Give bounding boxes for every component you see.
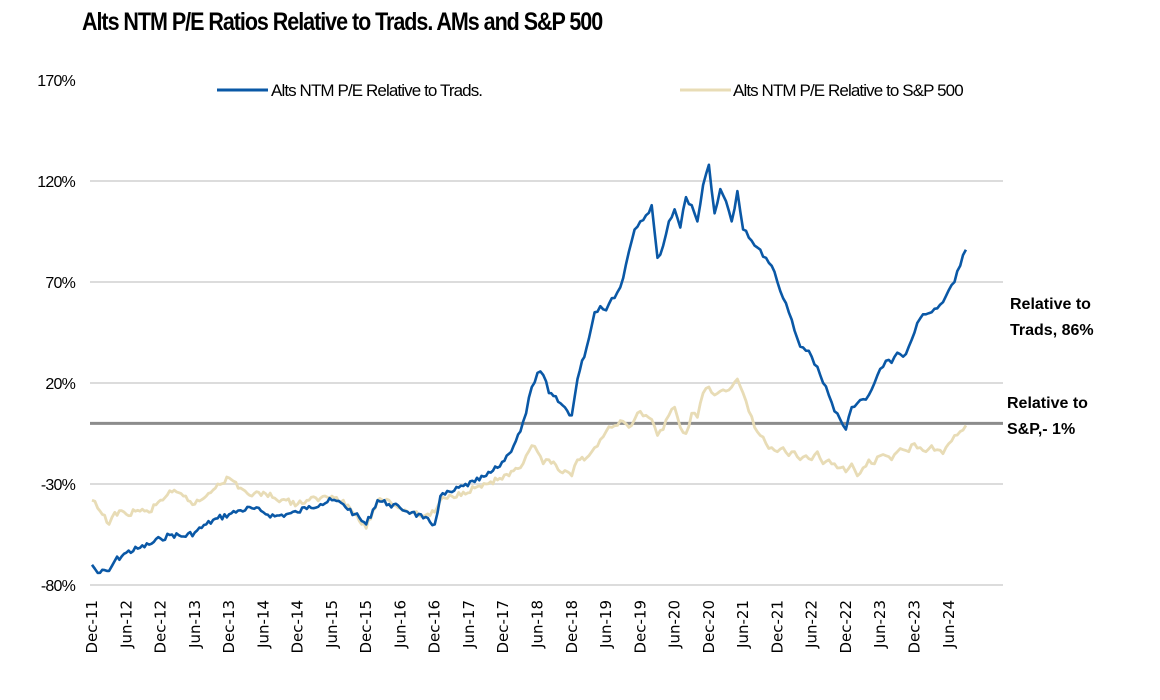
y-tick-label: -80%: [41, 578, 76, 595]
x-tick-label: Dec-20: [700, 600, 718, 654]
x-tick-label: Jun-17: [460, 600, 478, 649]
y-tick-label: 70%: [45, 275, 75, 292]
x-tick-label: Jun-24: [940, 600, 958, 649]
x-tick-label: Jun-23: [871, 600, 889, 649]
x-tick-label: Dec-22: [837, 600, 855, 654]
annotation-trads-line2: Trads, 86%: [1010, 322, 1094, 339]
x-tick-label: Dec-13: [220, 600, 238, 654]
x-axis-tick-labels: Dec-11 Jun-12 Dec-12 Jun-13 Dec-13 Jun-14 Dec-…: [83, 600, 958, 654]
x-tick-label: Jun-13: [186, 600, 204, 649]
legend-label-sp500: Alts NTM P/E Relative to S&P 500: [733, 81, 963, 100]
x-tick-label: Dec-14: [289, 600, 307, 654]
legend: Alts NTM P/E Relative to Trads. Alts NTM…: [217, 81, 964, 100]
x-tick-label: Jun-21: [734, 600, 752, 649]
x-tick-label: Dec-21: [768, 600, 786, 654]
series-line-sp500: [91, 377, 968, 530]
y-axis-tick-labels: 170% 120% 70% 20% -30% -80%: [37, 73, 76, 595]
x-tick-label: Dec-17: [494, 600, 512, 654]
end-annotations: Relative to Trads, 86% Relative to S&P,-…: [1007, 296, 1094, 438]
y-tick-label: -30%: [41, 477, 76, 494]
legend-label-trads: Alts NTM P/E Relative to Trads.: [271, 81, 482, 100]
x-tick-label: Jun-15: [323, 600, 341, 649]
series-lines: [90, 163, 968, 575]
x-tick-label: Dec-15: [357, 600, 375, 654]
x-tick-label: Jun-12: [117, 600, 135, 649]
annotation-trads-line1: Relative to: [1010, 296, 1091, 313]
y-tick-label: 120%: [37, 174, 75, 191]
x-tick-label: Jun-19: [597, 600, 615, 649]
x-tick-label: Dec-19: [631, 600, 649, 654]
x-tick-label: Dec-16: [426, 600, 444, 654]
x-tick-label: Dec-12: [152, 600, 170, 654]
annotation-sp500-line2: S&P,- 1%: [1007, 421, 1075, 438]
y-tick-label: 170%: [37, 73, 75, 90]
x-tick-label: Jun-14: [254, 600, 272, 649]
x-tick-label: Jun-22: [803, 600, 821, 649]
x-tick-label: Jun-18: [529, 600, 547, 649]
x-tick-label: Jun-20: [666, 600, 684, 649]
series-line-trads: [90, 163, 968, 575]
x-tick-label: Dec-18: [563, 600, 581, 654]
x-tick-label: Jun-16: [391, 600, 409, 649]
x-tick-label: Dec-23: [905, 600, 923, 654]
annotation-sp500-line1: Relative to: [1007, 395, 1088, 412]
chart-title: Alts NTM P/E Ratios Relative to Trads. A…: [82, 8, 603, 36]
x-tick-label: Dec-11: [83, 600, 101, 654]
y-tick-label: 20%: [45, 376, 75, 393]
